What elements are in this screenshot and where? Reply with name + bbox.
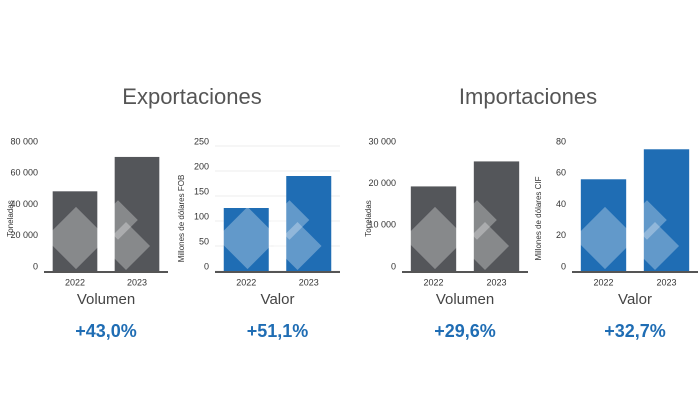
y-tick-label: 60 [556, 168, 566, 178]
change-label: +29,6% [434, 321, 496, 341]
watermark [457, 200, 497, 240]
y-axis-label: Millones de dólares CIF [534, 176, 543, 260]
bar [643, 149, 690, 271]
chart-title: Valor [261, 291, 295, 308]
y-axis-label: Toneladas [364, 200, 373, 236]
y-axis-label: Toneladas [6, 200, 15, 236]
bar [286, 176, 332, 271]
bar [223, 208, 269, 271]
y-tick-label: 0 [204, 261, 209, 271]
y-tick-label: 0 [33, 261, 38, 271]
watermark [627, 200, 667, 240]
y-tick-label: 150 [194, 186, 209, 196]
section-title: Exportaciones [122, 84, 261, 109]
y-tick-label: 10 000 [368, 220, 396, 230]
y-tick-label: 0 [561, 261, 566, 271]
bar [114, 156, 160, 271]
y-axis-label: Millones de dólares FOB [177, 175, 186, 263]
y-tick-label: 0 [391, 261, 396, 271]
y-tick-label: 80 000 [10, 136, 38, 146]
change-label: +51,1% [247, 321, 309, 341]
bar [473, 161, 520, 271]
x-tick-label: 2023 [656, 277, 676, 287]
chart-title: Valor [618, 291, 652, 308]
bar [580, 179, 627, 271]
bar [410, 186, 457, 271]
watermark [273, 221, 322, 271]
x-tick-label: 2023 [127, 277, 147, 287]
x-tick-label: 2023 [486, 277, 506, 287]
y-tick-label: 60 000 [10, 168, 38, 178]
watermark [98, 200, 138, 240]
y-tick-label: 20 000 [10, 230, 38, 240]
section-title: Importaciones [459, 84, 597, 109]
x-tick-label: 2023 [299, 277, 319, 287]
change-label: +32,7% [604, 321, 666, 341]
watermark [460, 221, 510, 271]
watermark [101, 221, 151, 271]
x-tick-label: 2022 [593, 277, 613, 287]
x-tick-label: 2022 [236, 277, 256, 287]
y-tick-label: 20 000 [368, 178, 396, 188]
y-tick-label: 20 [556, 230, 566, 240]
chart-title: Volumen [77, 291, 135, 308]
y-tick-label: 80 [556, 136, 566, 146]
watermark [216, 206, 279, 270]
chart-title: Volumen [436, 291, 494, 308]
y-tick-label: 200 [194, 161, 209, 171]
watermark [630, 221, 680, 271]
watermark [269, 200, 310, 240]
x-tick-label: 2022 [423, 277, 443, 287]
y-tick-label: 250 [194, 136, 209, 146]
y-tick-label: 30 000 [368, 136, 396, 146]
change-label: +43,0% [75, 321, 137, 341]
watermark [403, 206, 467, 270]
y-tick-label: 100 [194, 211, 209, 221]
watermark [573, 206, 637, 270]
x-tick-label: 2022 [65, 277, 85, 287]
bar [52, 191, 98, 271]
y-tick-label: 40 000 [10, 199, 38, 209]
y-tick-label: 50 [199, 236, 209, 246]
y-tick-label: 40 [556, 199, 566, 209]
